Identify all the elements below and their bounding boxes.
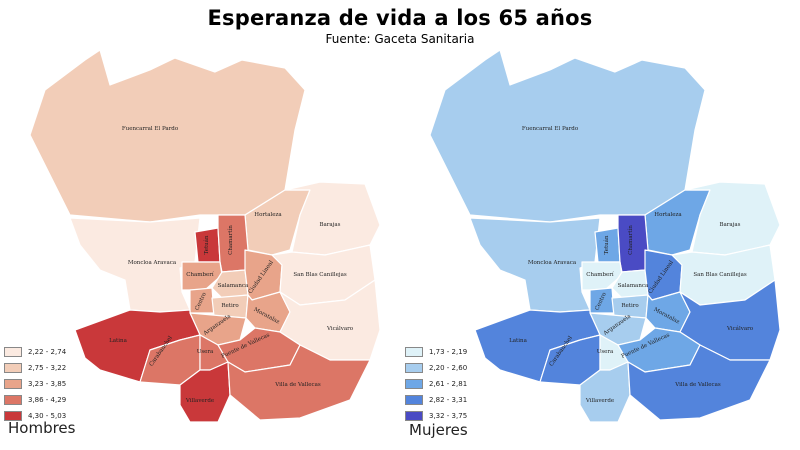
district-label-villaverde: Villaverde — [585, 398, 614, 404]
district-label-retiro: Retiro — [621, 303, 639, 309]
legend-label: 4,30 - 5,03 — [28, 412, 67, 420]
legend-swatch — [405, 363, 423, 373]
district-label-latina: Latina — [109, 338, 127, 344]
district-label-moncloa: Moncloa Aravaca — [528, 260, 577, 266]
district-label-fuencarral: Fuencarral El Pardo — [122, 126, 179, 132]
district-label-chamberi: Chamberí — [186, 271, 214, 278]
map-mujeres: Fuencarral El Pardo Hortaleza Barajas Moncl… — [429, 49, 781, 423]
legend-item: 3,32 - 3,75 — [405, 408, 495, 424]
district-label-barajas: Barajas — [319, 222, 340, 228]
district-label-chamartin: Chamartín — [627, 225, 634, 255]
legend-swatch — [4, 379, 22, 389]
legend-item: 1,73 - 2,19 — [405, 344, 495, 360]
legend-label: 2,82 - 3,31 — [429, 396, 468, 404]
district-label-hortaleza: Hortaleza — [254, 212, 282, 218]
district-label-salamanca: Salamanca — [618, 283, 649, 289]
caption-hombres: Hombres — [8, 419, 76, 437]
source-note: Fuente: Gaceta Sanitaria — [325, 32, 475, 46]
legend-label: 1,73 - 2,19 — [429, 348, 468, 356]
legend-label: 3,32 - 3,75 — [429, 412, 468, 420]
district-label-chamberi: Chamberí — [586, 271, 614, 278]
district-label-fuencarral: Fuencarral El Pardo — [522, 126, 579, 132]
legend-swatch — [405, 379, 423, 389]
district-label-villa: Villa de Vallecas — [274, 382, 321, 388]
district-label-hortaleza: Hortaleza — [654, 212, 682, 218]
district-label-usera: Usera — [597, 349, 614, 355]
legend-item: 4,30 - 5,03 — [4, 408, 94, 424]
district-label-tetuan: Tetuán — [203, 235, 210, 255]
legend-item: 3,23 - 3,85 — [4, 376, 94, 392]
legend-hombres: 2,22 - 2,74 2,75 - 3,22 3,23 - 3,85 3,86 - … — [4, 344, 94, 424]
legend-mujeres: 1,73 - 2,19 2,20 - 2,60 2,61 - 2,81 2,82 - … — [405, 344, 495, 424]
legend-label: 2,22 - 2,74 — [28, 348, 67, 356]
district-label-villaverde: Villaverde — [185, 398, 214, 404]
legend-swatch — [4, 411, 22, 421]
district-label-sanblas: San Blas Canillejas — [293, 272, 347, 278]
district-label-retiro: Retiro — [221, 303, 239, 309]
district-label-villa: Villa de Vallecas — [674, 382, 721, 388]
district-label-vicalvaro: Vicálvaro — [726, 325, 754, 332]
district-fuencarral — [429, 49, 706, 223]
district-villa — [627, 344, 771, 421]
legend-swatch — [4, 347, 22, 357]
legend-swatch — [405, 395, 423, 405]
district-label-chamartin: Chamartín — [227, 225, 234, 255]
legend-label: 2,20 - 2,60 — [429, 364, 468, 372]
legend-item: 2,20 - 2,60 — [405, 360, 495, 376]
map-hombres: Fuencarral El Pardo Hortaleza Barajas Moncl… — [29, 49, 381, 423]
legend-swatch — [405, 411, 423, 421]
legend-item: 2,22 - 2,74 — [4, 344, 94, 360]
page-title: Esperanza de vida a los 65 años — [207, 6, 593, 30]
legend-label: 3,23 - 3,85 — [28, 380, 67, 388]
caption-mujeres: Mujeres — [409, 421, 468, 439]
district-label-tetuan: Tetuán — [603, 235, 610, 255]
legend-label: 2,61 - 2,81 — [429, 380, 468, 388]
district-label-vicalvaro: Vicálvaro — [326, 325, 354, 332]
district-fuencarral — [29, 49, 306, 223]
legend-label: 2,75 - 3,22 — [28, 364, 67, 372]
legend-label: 3,86 - 4,29 — [28, 396, 67, 404]
district-chamberi — [181, 261, 223, 291]
district-label-latina: Latina — [509, 338, 527, 344]
legend-swatch — [4, 395, 22, 405]
legend-item: 2,75 - 3,22 — [4, 360, 94, 376]
district-villa — [227, 344, 371, 421]
district-label-sanblas: San Blas Canillejas — [693, 272, 747, 278]
legend-item: 3,86 - 4,29 — [4, 392, 94, 408]
district-label-usera: Usera — [197, 349, 214, 355]
district-label-barajas: Barajas — [719, 222, 740, 228]
district-label-salamanca: Salamanca — [218, 283, 249, 289]
legend-swatch — [405, 347, 423, 357]
legend-swatch — [4, 363, 22, 373]
district-label-moncloa: Moncloa Aravaca — [128, 260, 177, 266]
district-chamberi — [581, 261, 623, 291]
legend-item: 2,82 - 3,31 — [405, 392, 495, 408]
legend-item: 2,61 - 2,81 — [405, 376, 495, 392]
